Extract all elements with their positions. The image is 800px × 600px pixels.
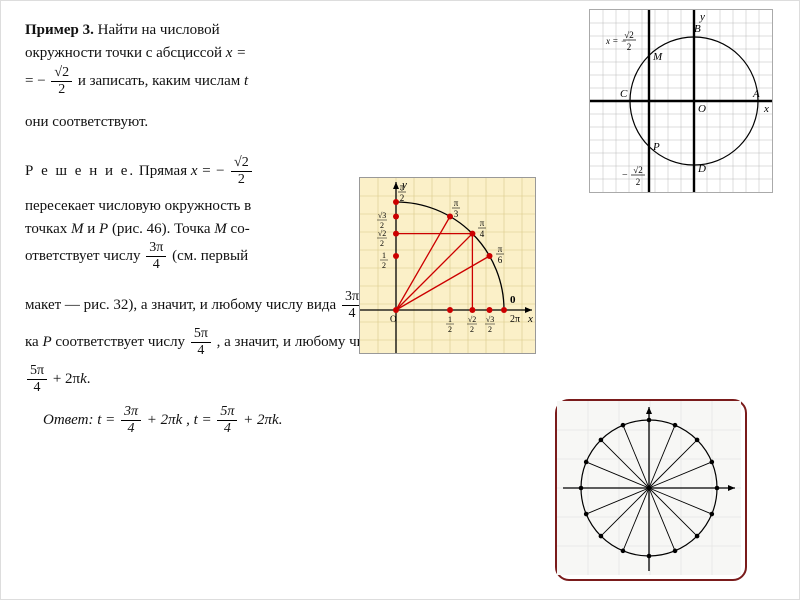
dot2: . — [279, 412, 283, 428]
solution-s6b: + 2π — [53, 371, 80, 387]
svg-text:π: π — [480, 218, 485, 228]
problem-l2: окружности точки с абсциссой — [25, 45, 226, 61]
s2d: (рис. 46). Точка — [108, 221, 214, 237]
svg-text:√2: √2 — [468, 315, 476, 324]
t1c: , t = — [186, 412, 215, 428]
solution-s1b: x = − — [191, 163, 225, 179]
frac-3pi4: 3π4 — [144, 241, 168, 272]
svg-text:O: O — [698, 103, 706, 115]
solution-label: Р е ш е н и е. — [25, 163, 135, 179]
s2e: со- — [227, 221, 250, 237]
svg-text:x: x — [763, 103, 769, 115]
svg-text:6: 6 — [498, 255, 503, 265]
ans-5pi4: 5π4 — [215, 405, 239, 436]
solution-s4a: макет — рис. 32), а значит, и любому чис… — [25, 297, 340, 313]
pt-M: M — [71, 221, 84, 237]
solution-s3a: ответствует числу — [25, 248, 144, 264]
svg-text:2: 2 — [382, 261, 386, 270]
svg-text:O: O — [390, 314, 397, 324]
s2c: и — [83, 221, 99, 237]
problem-l4: они соответствуют. — [25, 114, 148, 130]
svg-text:√2: √2 — [633, 165, 642, 175]
svg-text:π: π — [400, 182, 405, 192]
ans-3pi4: 3π4 — [119, 405, 143, 436]
figure-unit-circle-radials — [555, 399, 747, 581]
svg-text:y: y — [699, 11, 705, 23]
svg-text:D: D — [697, 163, 706, 175]
pt-M2: M — [214, 221, 227, 237]
t1a: t = — [97, 412, 119, 428]
svg-text:π: π — [498, 244, 503, 254]
svg-text:2π: 2π — [510, 314, 520, 325]
svg-text:π: π — [454, 198, 459, 208]
dot1: . — [87, 371, 91, 387]
frac-5pi4-b: 5π4 — [25, 364, 49, 395]
frac-5pi4: 5π4 — [189, 327, 213, 358]
figure-quarter-circle: O 0 2π x y π2 π3 π4 π6 12 √22 √32 12 √22… — [359, 177, 536, 354]
frac-sqrt2-2b: √22 — [229, 156, 254, 187]
t1b: + 2π — [147, 412, 176, 428]
pt-P: P — [99, 221, 108, 237]
svg-text:P: P — [652, 141, 660, 153]
k2: k — [80, 371, 87, 387]
svg-text:4: 4 — [480, 229, 485, 239]
answer-label: Ответ: — [43, 412, 93, 428]
solution-s2a: пересекает числовую окружность в — [25, 198, 251, 214]
svg-text:x: x — [527, 313, 533, 325]
solution-s5a: ка — [25, 334, 42, 350]
svg-text:3: 3 — [454, 209, 459, 219]
s5b: соответствует числу — [52, 334, 189, 350]
svg-text:2: 2 — [627, 42, 632, 52]
svg-text:A: A — [752, 88, 760, 100]
svg-text:√2: √2 — [378, 229, 386, 238]
svg-text:1: 1 — [382, 251, 386, 260]
k4: k — [272, 412, 279, 428]
solution-s2b: точках — [25, 221, 71, 237]
k3: k — [176, 412, 183, 428]
svg-text:√3: √3 — [486, 315, 494, 324]
t1d: + 2π — [243, 412, 272, 428]
pt-P2: P — [42, 334, 51, 350]
xeq: x = — [226, 45, 247, 61]
svg-text:0: 0 — [510, 294, 516, 306]
svg-text:2: 2 — [488, 325, 492, 334]
svg-text:2: 2 — [470, 325, 474, 334]
svg-text:B: B — [694, 23, 701, 35]
svg-text:C: C — [620, 88, 628, 100]
svg-text:√3: √3 — [378, 211, 386, 220]
eq-value: = − — [25, 72, 46, 88]
svg-text:2: 2 — [448, 325, 452, 334]
frac-sqrt2-2: √22 — [49, 66, 74, 97]
svg-text:−: − — [622, 170, 628, 181]
solution-s1a: Прямая — [139, 163, 191, 179]
figure-circle-mp: M P B A C D O y x x = − √2 2 − √2 2 — [589, 9, 773, 193]
problem-title: Пример 3. Найти на числовой — [25, 22, 220, 38]
var-t: t — [244, 72, 248, 88]
problem-l3b: и записать, каким числам — [78, 72, 244, 88]
svg-text:2: 2 — [380, 221, 384, 230]
svg-text:√2: √2 — [624, 30, 633, 40]
svg-text:M: M — [652, 51, 663, 63]
svg-text:2: 2 — [636, 177, 641, 187]
svg-text:2: 2 — [400, 193, 405, 203]
solution-s3b: (см. первый — [172, 248, 248, 264]
svg-text:2: 2 — [380, 239, 384, 248]
svg-text:1: 1 — [448, 315, 452, 324]
